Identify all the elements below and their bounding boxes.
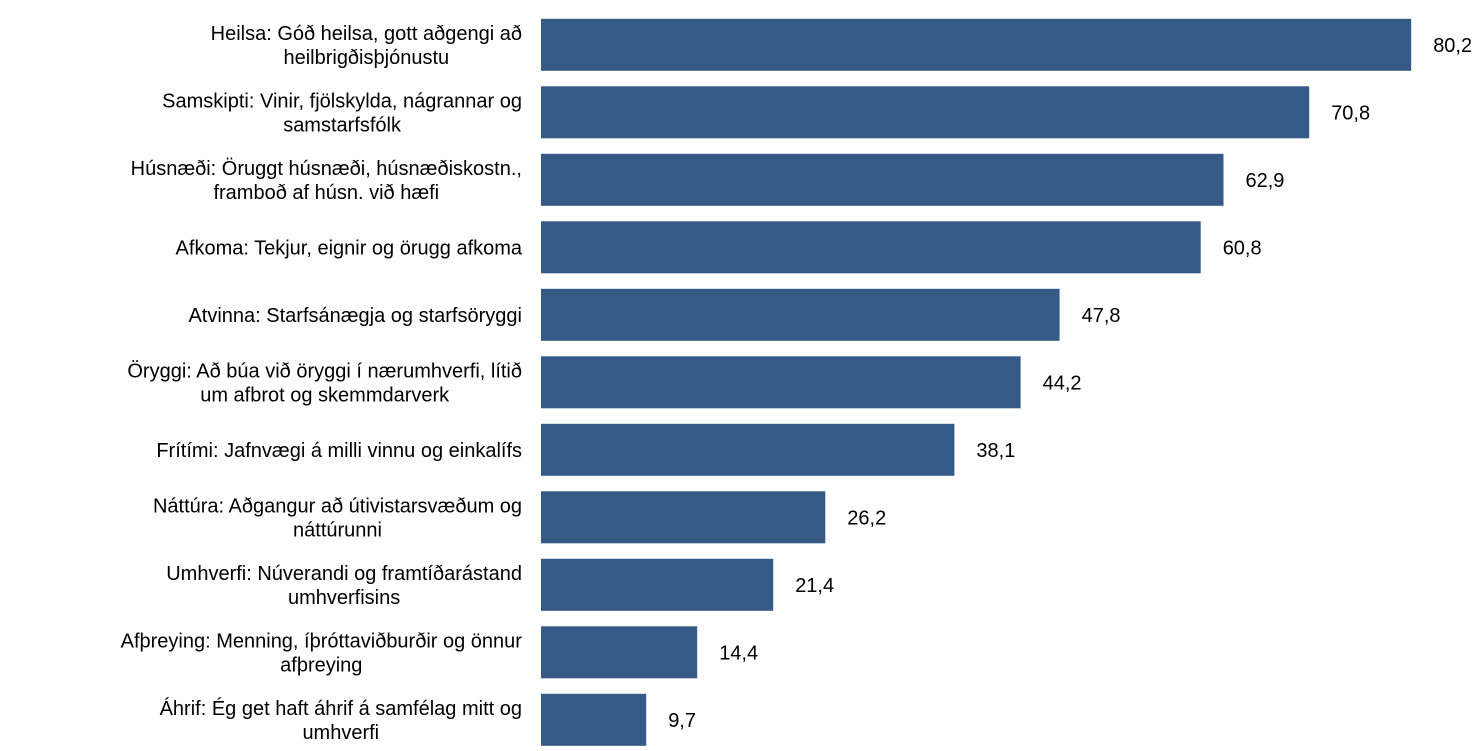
bar-value-label: 70,8 [1331,102,1370,124]
bar [541,153,1224,206]
bar-value-label: 26,2 [847,507,886,529]
category-label: Öryggi: Að búa við öryggi í nærumhverfi,… [127,360,522,406]
category-label: Umhverfi: Núverandi og framtíðarástand um… [166,563,522,609]
bar-value-label: 44,2 [1043,372,1082,394]
category-label: Afkoma: Tekjur, eignir og örugg afkoma [176,237,523,259]
category-label: Heilsa: Góð heilsa, gott aðgengi að heilb… [211,23,522,69]
bar-value-label: 62,9 [1246,170,1285,192]
bar [541,356,1021,409]
category-label: Áhrif: Ég get haft áhrif á samfélag mitt… [160,697,522,744]
category-label: Afþreying: Menning, íþróttaviðburðir og … [121,630,523,676]
bar [541,693,647,746]
category-label: Náttúra: Aðgangur að útivistarsvæðum og n… [153,495,522,541]
bar [541,423,955,476]
bar [541,491,826,544]
bars [541,18,1412,746]
bar-value-label: 80,2 [1433,35,1472,57]
bar-value-label: 60,8 [1223,237,1262,259]
bar [541,626,698,679]
category-label: Húsnæði: Öruggt húsnæði, húsnæðiskostn.,… [131,158,522,204]
category-label: Atvinna: Starfsánægja og starfsöryggi [188,305,522,327]
bar-value-label: 47,8 [1082,305,1121,327]
bar [541,18,1412,71]
category-label: Samskipti: Vinir, fjölskylda, nágrannar … [162,90,522,136]
bar [541,86,1310,139]
bar-value-label: 21,4 [795,575,834,597]
bar [541,221,1201,274]
bar-value-label: 38,1 [976,440,1015,462]
bar [541,288,1060,341]
bar-value-label: 9,7 [668,710,696,732]
category-labels: Heilsa: Góð heilsa, gott aðgengi að heilb… [121,23,523,744]
value-labels: 80,2 70,8 62,9 60,8 47,8 44,2 38,1 26,2 21,4 14,4… [668,35,1472,732]
bar-value-label: 14,4 [719,642,758,664]
bar [541,558,774,611]
category-label: Frítími: Jafnvægi á milli vinnu og einka… [156,440,522,462]
